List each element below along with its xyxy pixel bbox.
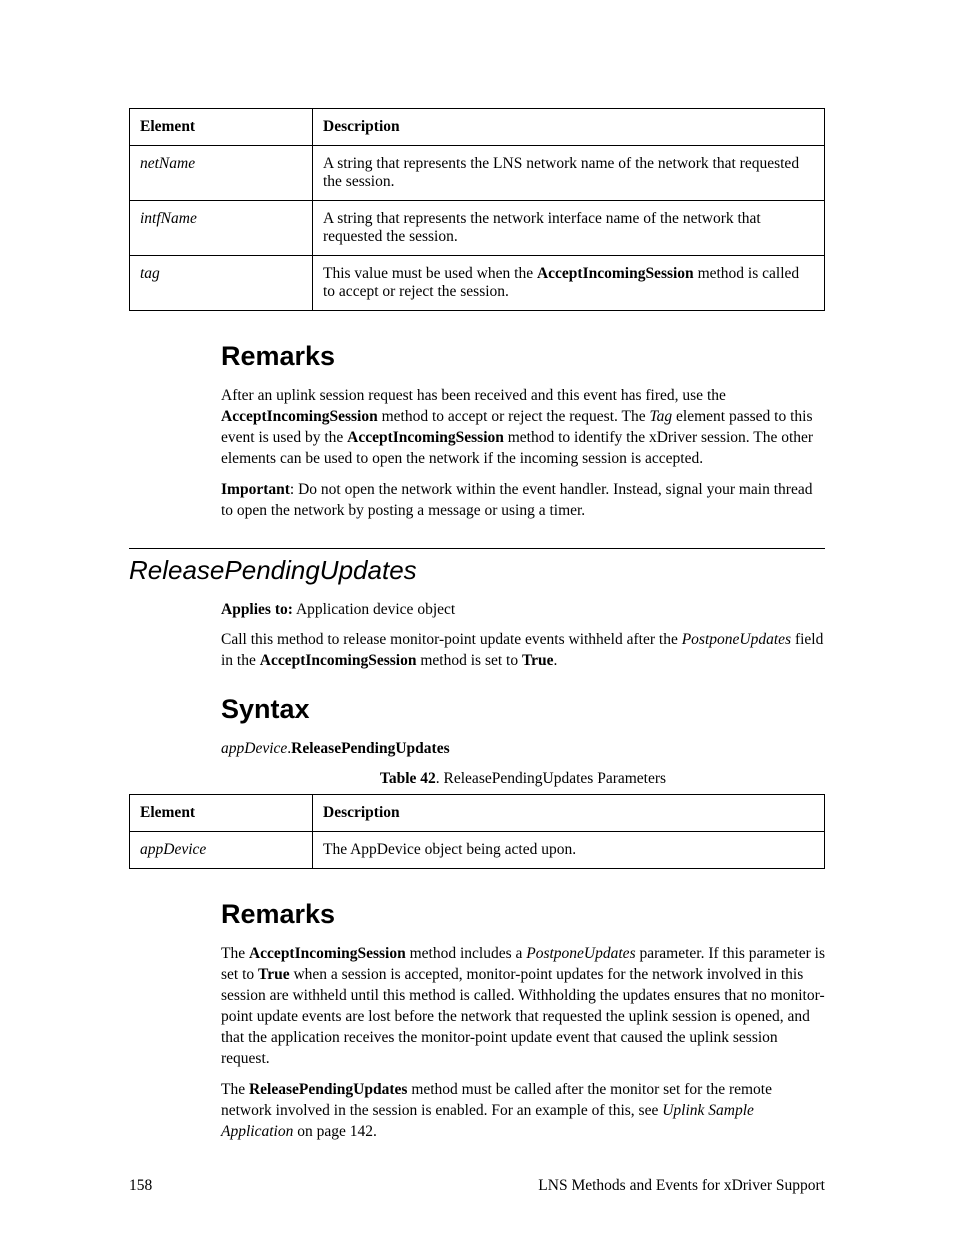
applies-to: Applies to: Application device object: [221, 600, 825, 621]
topic-heading: ReleasePendingUpdates: [129, 555, 825, 586]
page-footer: 158 LNS Methods and Events for xDriver S…: [129, 1177, 825, 1195]
param-name: appDevice: [130, 832, 313, 869]
param-desc: The AppDevice object being acted upon.: [313, 832, 825, 869]
remarks-paragraph: Important: Do not open the network withi…: [221, 480, 825, 522]
remarks-paragraph: The AcceptIncomingSession method include…: [221, 944, 825, 1070]
table-header-element: Element: [130, 795, 313, 832]
param-desc: A string that represents the LNS network…: [313, 146, 825, 201]
param-name: intfName: [130, 201, 313, 256]
param-name: netName: [130, 146, 313, 201]
syntax-line: appDevice.ReleasePendingUpdates: [221, 739, 825, 760]
footer-text: LNS Methods and Events for xDriver Suppo…: [538, 1177, 825, 1195]
table-row: tag This value must be used when the Acc…: [130, 256, 825, 311]
param-name: tag: [130, 256, 313, 311]
param-desc: A string that represents the network int…: [313, 201, 825, 256]
topic-description: Call this method to release monitor-poin…: [221, 630, 825, 672]
remarks-paragraph: The ReleasePendingUpdates method must be…: [221, 1080, 825, 1143]
remarks-heading: Remarks: [221, 341, 825, 372]
remarks-paragraph: After an uplink session request has been…: [221, 386, 825, 470]
remarks-heading: Remarks: [221, 899, 825, 930]
section-rule: [129, 548, 825, 549]
parameters-table-2: Element Description appDevice The AppDev…: [129, 794, 825, 869]
table-header-element: Element: [130, 109, 313, 146]
page-number: 158: [129, 1177, 152, 1195]
parameters-table-1: Element Description netName A string tha…: [129, 108, 825, 311]
param-desc: This value must be used when the AcceptI…: [313, 256, 825, 311]
table-header-description: Description: [313, 109, 825, 146]
page: Element Description netName A string tha…: [0, 0, 954, 1235]
syntax-heading: Syntax: [221, 694, 825, 725]
table-row: appDevice The AppDevice object being act…: [130, 832, 825, 869]
table-caption: Table 42. ReleasePendingUpdates Paramete…: [221, 770, 825, 788]
table-header-description: Description: [313, 795, 825, 832]
table-row: intfName A string that represents the ne…: [130, 201, 825, 256]
table-row: netName A string that represents the LNS…: [130, 146, 825, 201]
